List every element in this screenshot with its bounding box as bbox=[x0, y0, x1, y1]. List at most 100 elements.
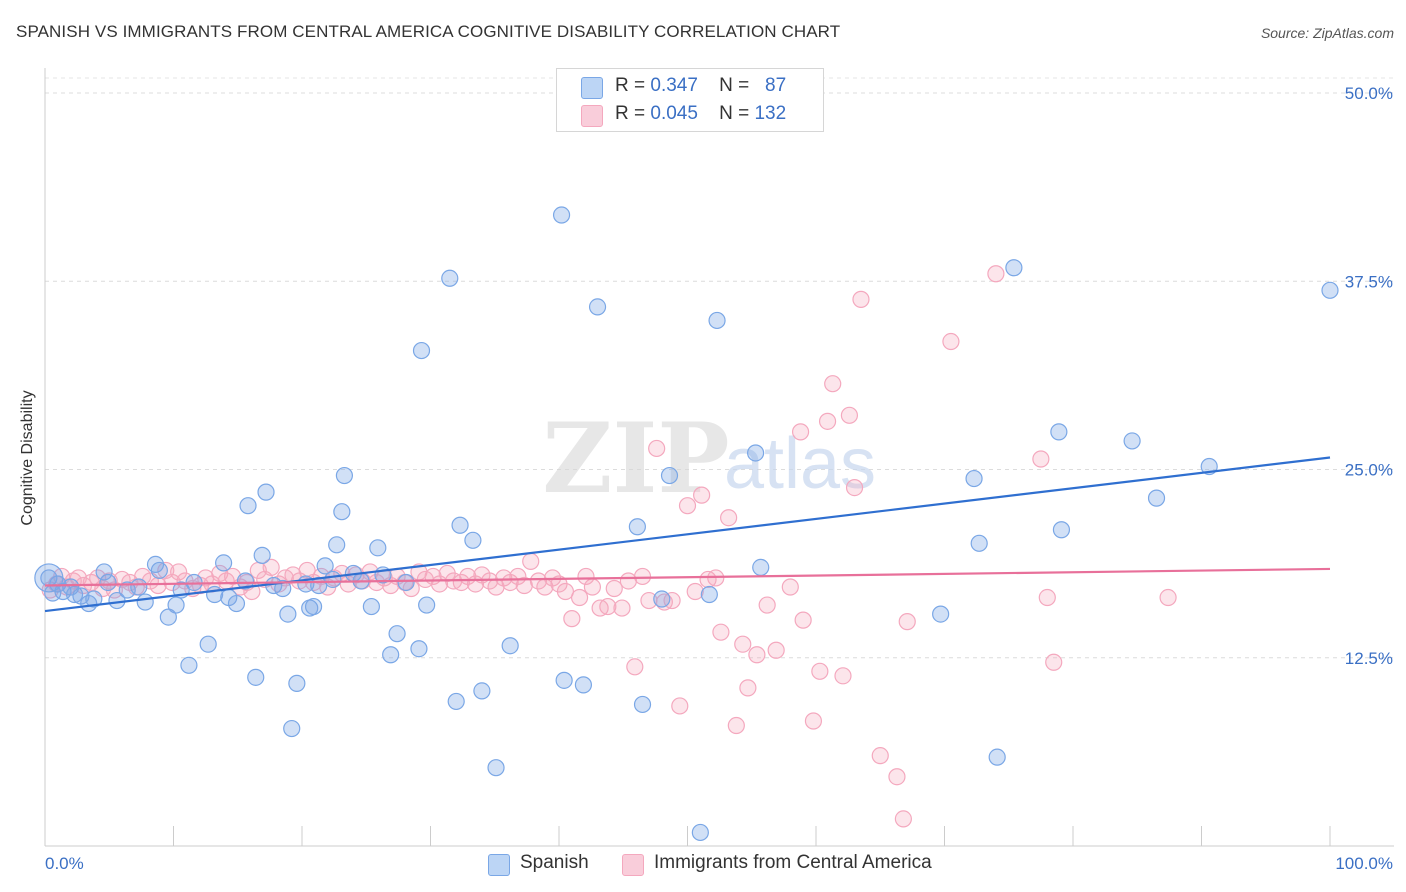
point-immigrants bbox=[794, 611, 812, 629]
point-spanish bbox=[747, 444, 765, 462]
point-spanish bbox=[418, 596, 436, 614]
point-immigrants bbox=[1045, 653, 1063, 671]
point-spanish bbox=[257, 483, 275, 501]
point-immigrants bbox=[452, 573, 470, 592]
point-spanish bbox=[136, 593, 154, 611]
point-immigrants bbox=[888, 768, 906, 786]
point-immigrants bbox=[720, 509, 738, 527]
point-spanish bbox=[288, 674, 306, 692]
point-immigrants bbox=[583, 578, 602, 596]
point-spanish bbox=[328, 536, 346, 554]
point-spanish bbox=[660, 466, 679, 485]
point-spanish bbox=[167, 596, 185, 614]
point-spanish bbox=[382, 646, 400, 664]
r-label: R = bbox=[615, 75, 646, 96]
point-immigrants bbox=[987, 265, 1005, 283]
legend-swatch-spanish bbox=[488, 854, 510, 876]
n-value: 132 bbox=[754, 103, 787, 124]
point-immigrants bbox=[852, 290, 870, 308]
point-spanish bbox=[65, 585, 84, 604]
point-spanish bbox=[130, 578, 148, 596]
point-immigrants bbox=[898, 613, 916, 631]
point-immigrants bbox=[570, 588, 589, 607]
point-spanish bbox=[691, 823, 709, 842]
trend-line-spanish bbox=[44, 456, 1331, 613]
point-immigrants bbox=[693, 486, 711, 504]
point-spanish bbox=[451, 516, 469, 534]
point-immigrants bbox=[678, 497, 697, 515]
y-tick-label: 50.0% bbox=[1345, 84, 1393, 103]
point-immigrants bbox=[942, 332, 960, 351]
point-immigrants bbox=[563, 610, 581, 628]
point-immigrants bbox=[1159, 588, 1177, 607]
point-spanish bbox=[362, 597, 380, 616]
source-label: Source: ZipAtlas.com bbox=[1260, 25, 1394, 41]
point-spanish bbox=[333, 503, 351, 521]
point-immigrants bbox=[671, 697, 689, 715]
point-spanish bbox=[552, 206, 571, 224]
stats-legend: R = 0.347 N = 87 R = 0.045 N = 132 bbox=[556, 68, 824, 132]
point-immigrants bbox=[748, 646, 766, 664]
point-immigrants bbox=[824, 375, 842, 393]
point-immigrants bbox=[170, 563, 188, 581]
point-immigrants bbox=[791, 423, 810, 441]
point-immigrants bbox=[481, 572, 499, 590]
trend-lines bbox=[44, 456, 1331, 613]
point-immigrants bbox=[613, 599, 631, 617]
point-immigrants bbox=[712, 623, 730, 641]
point-spanish bbox=[487, 759, 505, 777]
point-spanish bbox=[708, 311, 726, 330]
point-spanish bbox=[304, 597, 323, 616]
legend-label-spanish: Spanish bbox=[520, 852, 589, 873]
point-spanish bbox=[239, 497, 257, 515]
point-spanish bbox=[653, 590, 671, 608]
svg-text:ZIP: ZIP bbox=[542, 402, 729, 515]
point-spanish bbox=[501, 637, 519, 655]
point-spanish bbox=[388, 625, 406, 643]
point-spanish bbox=[1321, 281, 1339, 299]
legend-label-immigrants: Immigrants from Central America bbox=[654, 852, 932, 873]
x-tick-label: 100.0% bbox=[1335, 854, 1393, 873]
point-spanish bbox=[324, 570, 342, 589]
point-spanish bbox=[397, 573, 415, 592]
point-immigrants bbox=[648, 439, 666, 458]
svg-text:atlas: atlas bbox=[724, 424, 876, 504]
x-tick-label: 0.0% bbox=[45, 854, 84, 873]
axes bbox=[44, 68, 1394, 847]
point-immigrants bbox=[834, 667, 852, 685]
point-immigrants bbox=[894, 810, 912, 828]
point-spanish bbox=[236, 572, 255, 590]
point-immigrants bbox=[262, 558, 280, 577]
point-spanish bbox=[1147, 489, 1166, 507]
point-spanish bbox=[253, 546, 271, 564]
point-spanish bbox=[180, 656, 198, 674]
y-tick-label: 25.0% bbox=[1345, 461, 1393, 480]
point-spanish bbox=[441, 269, 459, 287]
point-spanish bbox=[752, 558, 770, 577]
r-label: R = bbox=[615, 103, 646, 124]
point-spanish bbox=[965, 469, 983, 488]
point-spanish bbox=[1005, 259, 1023, 277]
point-immigrants bbox=[871, 747, 889, 765]
point-immigrants bbox=[758, 596, 776, 614]
point-immigrants bbox=[626, 658, 644, 676]
point-immigrants bbox=[727, 716, 745, 735]
trend-line-immigrants bbox=[44, 567, 1331, 587]
point-spanish bbox=[99, 573, 117, 592]
point-immigrants bbox=[840, 406, 859, 424]
point-immigrants bbox=[767, 641, 785, 659]
point-spanish bbox=[316, 557, 334, 575]
point-spanish bbox=[410, 640, 428, 658]
point-spanish bbox=[206, 585, 224, 604]
y-tick-label: 12.5% bbox=[1345, 649, 1393, 668]
point-immigrants bbox=[1038, 588, 1056, 607]
point-immigrants bbox=[1032, 450, 1050, 468]
point-spanish bbox=[283, 719, 301, 738]
point-immigrants bbox=[633, 567, 652, 586]
point-spanish bbox=[574, 676, 593, 694]
point-immigrants bbox=[781, 578, 799, 596]
point-spanish bbox=[932, 605, 950, 623]
point-spanish bbox=[199, 635, 217, 653]
point-spanish bbox=[555, 671, 573, 689]
